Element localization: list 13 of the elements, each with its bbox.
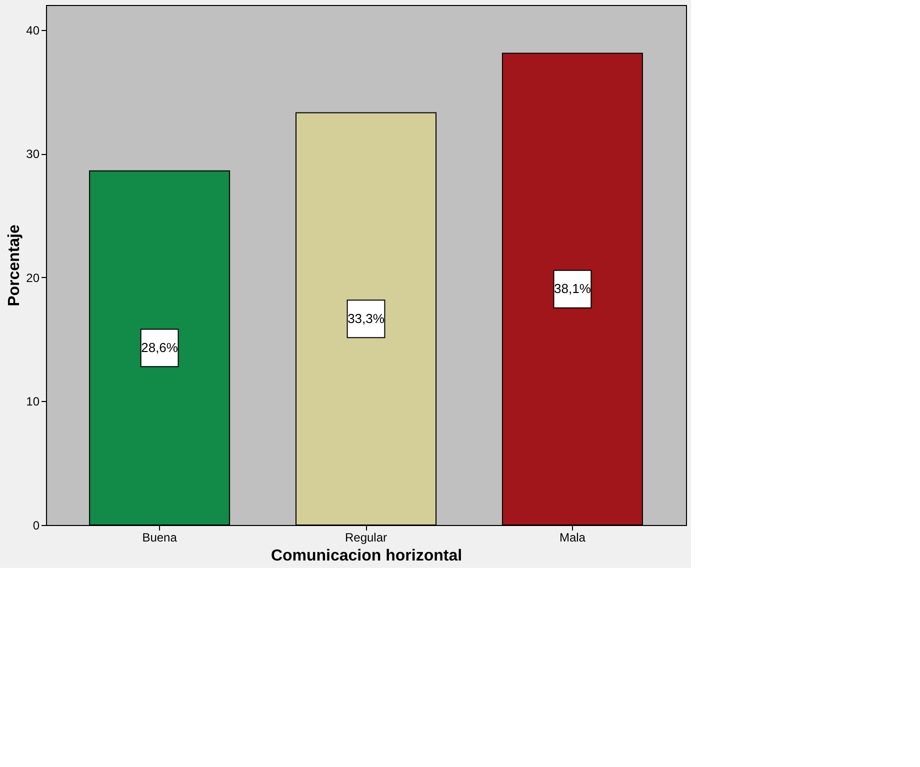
y-tick-label: 0 xyxy=(32,518,40,532)
y-axis-title: Porcentaje xyxy=(6,224,24,306)
x-tick-label: Mala xyxy=(559,530,586,544)
y-tick-label: 20 xyxy=(26,270,40,285)
x-tick-label: Buena xyxy=(142,530,178,544)
x-axis-title: Comunicacion horizontal xyxy=(270,548,462,564)
data-label: 33,3% xyxy=(348,310,385,326)
y-tick-label: 40 xyxy=(26,23,40,38)
data-label: 38,1% xyxy=(554,281,592,296)
x-tick-label: Regular xyxy=(344,530,388,544)
y-tick-label: 10 xyxy=(26,394,40,409)
y-tick-label: 30 xyxy=(26,147,40,162)
data-label: 28,6% xyxy=(141,340,178,355)
